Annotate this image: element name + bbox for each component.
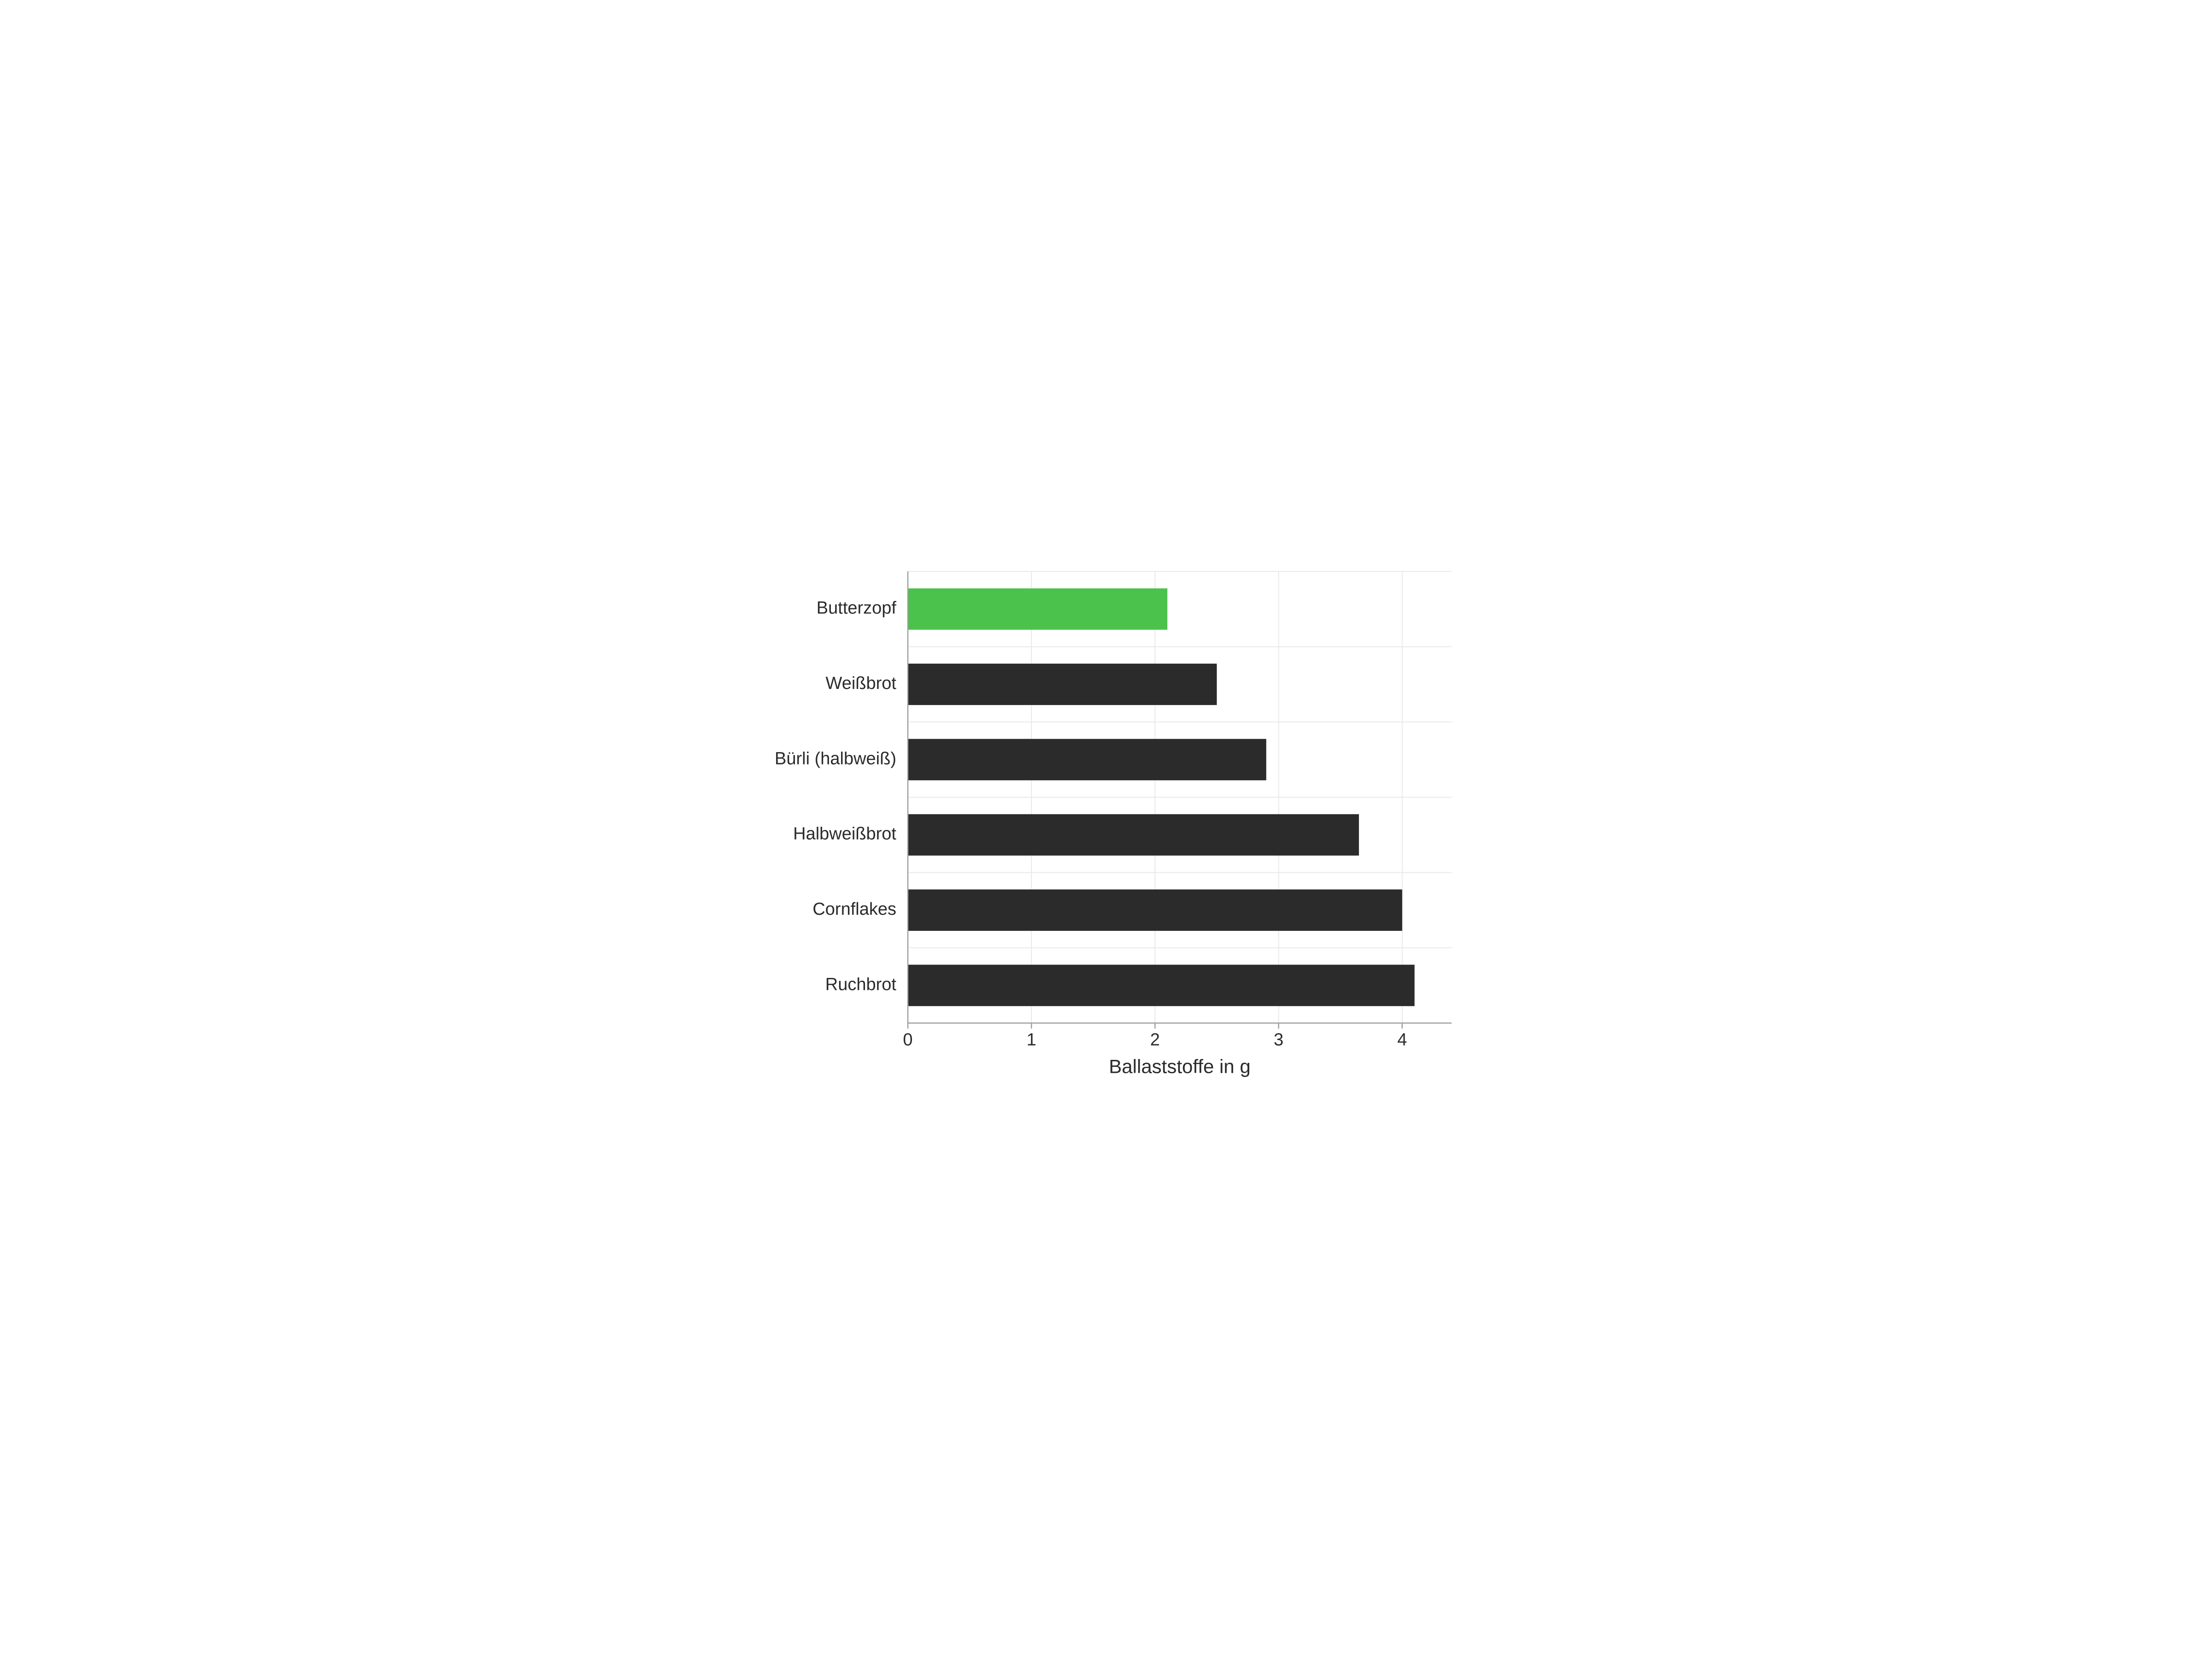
bar	[908, 588, 1167, 630]
y-axis-label: Butterzopf	[817, 599, 897, 618]
bar	[908, 739, 1266, 780]
bar-chart: Butterzopf Weißbrot Bürli (halbweiß) Halbwe…	[737, 553, 1475, 1106]
x-tick-label: 4	[1397, 1030, 1407, 1049]
y-axis-label: Bürli (halbweiß)	[775, 749, 896, 768]
bar	[908, 814, 1359, 856]
y-axis-label: Cornflakes	[812, 900, 896, 919]
bar	[908, 965, 1415, 1006]
x-tick-label: 3	[1274, 1030, 1283, 1049]
bar	[908, 664, 1217, 705]
x-axis-title: Ballaststoffe in g	[1109, 1055, 1250, 1077]
y-axis-label: Weißbrot	[826, 674, 897, 693]
y-axis-label: Ruchbrot	[825, 975, 897, 994]
x-tick-label: 2	[1150, 1030, 1160, 1049]
y-axis-label: Halbweißbrot	[793, 824, 896, 844]
chart-container: Butterzopf Weißbrot Bürli (halbweiß) Halbwe…	[737, 553, 1475, 1106]
bar	[908, 889, 1402, 931]
x-tick-label: 1	[1027, 1030, 1036, 1049]
x-tick-label: 0	[903, 1030, 912, 1049]
